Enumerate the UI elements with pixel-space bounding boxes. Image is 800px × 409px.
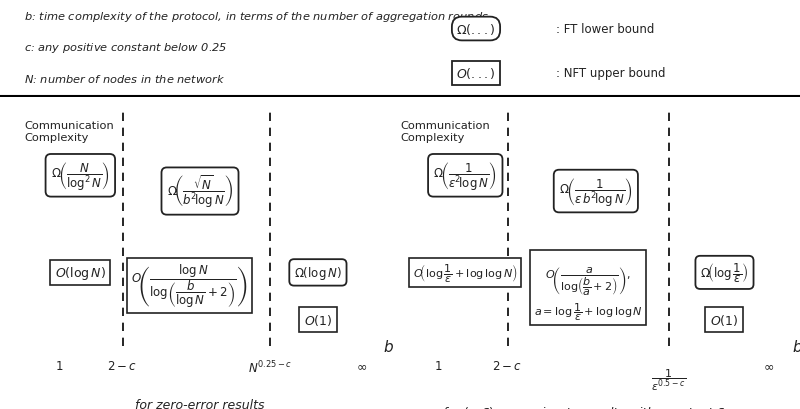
Text: $O(\log N)$: $O(\log N)$ <box>55 264 106 281</box>
Text: $O(1)$: $O(1)$ <box>304 312 332 327</box>
Text: $\dfrac{1}{\epsilon^{0.5-c}}$: $\dfrac{1}{\epsilon^{0.5-c}}$ <box>651 367 686 392</box>
Text: $\Omega\!\left(\dfrac{1}{\epsilon\, b^2\!\log N}\right)$: $\Omega\!\left(\dfrac{1}{\epsilon\, b^2\… <box>559 175 633 207</box>
Text: $\infty$: $\infty$ <box>356 359 367 372</box>
Text: $\Omega\!\left(\dfrac{1}{\epsilon^2\!\log N}\right)$: $\Omega\!\left(\dfrac{1}{\epsilon^2\!\lo… <box>434 160 497 192</box>
Text: $\infty$: $\infty$ <box>763 359 774 372</box>
Text: 1: 1 <box>55 359 63 372</box>
Text: $b$: time complexity of the protocol, in terms of the number of aggregation roun: $b$: time complexity of the protocol, in… <box>24 10 489 24</box>
Text: $c$: any positive constant below 0.25: $c$: any positive constant below 0.25 <box>24 41 227 55</box>
Text: $\Omega(\log N)$: $\Omega(\log N)$ <box>294 264 342 281</box>
Text: $b$: $b$ <box>792 338 800 354</box>
Text: $O(...)$: $O(...)$ <box>456 66 496 81</box>
Text: $\Omega\!\left(\dfrac{\sqrt{N}}{b^2\!\log N}\right)$: $\Omega\!\left(\dfrac{\sqrt{N}}{b^2\!\lo… <box>167 173 233 210</box>
Text: : NFT upper bound: : NFT upper bound <box>556 67 666 80</box>
Text: $N$: number of nodes in the network: $N$: number of nodes in the network <box>24 73 226 85</box>
Text: $O\!\left(\log\dfrac{1}{\epsilon}+\log\log N\right)$: $O\!\left(\log\dfrac{1}{\epsilon}+\log\l… <box>413 262 518 284</box>
Text: $O\!\left(\dfrac{a}{\log\!\left(\dfrac{b}{a}+2\right)}\right),$
$a=\log\dfrac{1}: $O\!\left(\dfrac{a}{\log\!\left(\dfrac{b… <box>534 265 642 322</box>
Text: $2-c$: $2-c$ <box>493 359 522 372</box>
Text: 1: 1 <box>434 359 442 372</box>
Text: $N^{0.25-c}$: $N^{0.25-c}$ <box>248 359 293 375</box>
Text: $2-c$: $2-c$ <box>107 359 138 372</box>
Text: $O\!\left(\dfrac{\log N}{\log\!\left(\dfrac{b}{\log N}+2\right)}\right)$: $O\!\left(\dfrac{\log N}{\log\!\left(\df… <box>131 262 248 310</box>
Text: for $(\epsilon, \delta)$-approximate results with constant $\delta$: for $(\epsilon, \delta)$-approximate res… <box>442 404 726 409</box>
Text: for zero-error results: for zero-error results <box>135 398 265 409</box>
Text: $\Omega\!\left(\dfrac{N}{\log^2 N}\right)$: $\Omega\!\left(\dfrac{N}{\log^2 N}\right… <box>51 160 110 192</box>
Text: $\Omega(...)$: $\Omega(...)$ <box>456 22 496 37</box>
Text: $O(1)$: $O(1)$ <box>710 312 738 327</box>
Text: $b$: $b$ <box>383 338 394 354</box>
Text: Communication
Complexity: Communication Complexity <box>24 121 114 142</box>
Text: $\Omega\!\left(\log\dfrac{1}{\epsilon}\right)$: $\Omega\!\left(\log\dfrac{1}{\epsilon}\r… <box>700 261 749 285</box>
Text: Communication
Complexity: Communication Complexity <box>400 121 490 142</box>
Text: : FT lower bound: : FT lower bound <box>556 23 654 36</box>
